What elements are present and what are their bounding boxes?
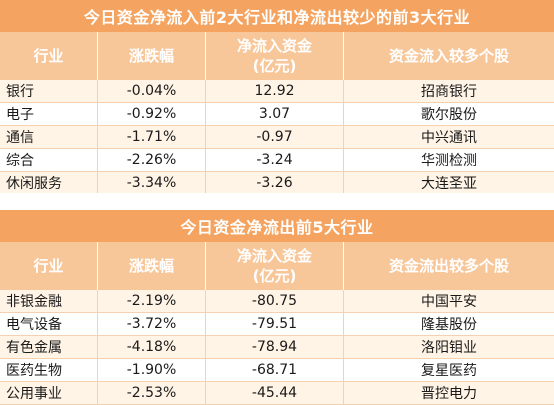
outflow-table: 今日资金净流出前5大行业 行业 涨跌幅 净流入资金 (亿元) 资金流出较多个股 …	[0, 210, 554, 405]
cell-change: -4.18%	[98, 336, 206, 359]
table-row: 医药生物 -1.90% -68.71 复星医药	[0, 359, 554, 382]
inflow-table-header: 行业 涨跌幅 净流入资金 (亿元) 资金流入较多个股	[0, 32, 554, 80]
header-flow-line2: (亿元)	[252, 267, 297, 285]
header-flow: 净流入资金 (亿元)	[206, 32, 344, 80]
cell-industry: 电气设备	[0, 313, 98, 336]
header-flow-line1: 净流入资金	[236, 247, 312, 265]
inflow-table: 今日资金净流入前2大行业和净流出较少的前3大行业 行业 涨跌幅 净流入资金 (亿…	[0, 0, 554, 195]
cell-stock: 隆基股份	[344, 313, 554, 336]
table-row: 电气设备 -3.72% -79.51 隆基股份	[0, 313, 554, 336]
inflow-table-body: 银行 -0.04% 12.92 招商银行 电子 -0.92% 3.07 歌尔股份…	[0, 80, 554, 195]
cell-stock: 晋控电力	[344, 382, 554, 405]
table-row: 综合 -2.26% -3.24 华测检测	[0, 149, 554, 172]
cell-industry: 综合	[0, 149, 98, 172]
cell-flow: 12.92	[206, 80, 344, 103]
cell-change: -1.71%	[98, 126, 206, 149]
cell-stock: 大连圣亚	[344, 172, 554, 195]
table-row: 通信 -1.71% -0.97 中兴通讯	[0, 126, 554, 149]
cell-stock: 中国平安	[344, 290, 554, 313]
cell-stock: 复星医药	[344, 359, 554, 382]
table-gap	[0, 193, 554, 210]
cell-industry: 医药生物	[0, 359, 98, 382]
header-flow: 净流入资金 (亿元)	[206, 242, 344, 290]
cell-change: -3.72%	[98, 313, 206, 336]
cell-industry: 银行	[0, 80, 98, 103]
cell-industry: 电子	[0, 103, 98, 126]
cell-stock: 华测检测	[344, 149, 554, 172]
table-row: 公用事业 -2.53% -45.44 晋控电力	[0, 382, 554, 405]
cell-change: -3.34%	[98, 172, 206, 195]
cell-flow: -0.97	[206, 126, 344, 149]
header-change: 涨跌幅	[98, 242, 206, 290]
header-industry: 行业	[0, 242, 98, 290]
cell-change: -1.90%	[98, 359, 206, 382]
header-stock: 资金流入较多个股	[388, 47, 509, 65]
table-row: 非银金融 -2.19% -80.75 中国平安	[0, 290, 554, 313]
cell-flow: 3.07	[206, 103, 344, 126]
table-row: 有色金属 -4.18% -78.94 洛阳钼业	[0, 336, 554, 359]
cell-flow: -80.75	[206, 290, 344, 313]
cell-change: -2.19%	[98, 290, 206, 313]
header-stock: 资金流出较多个股	[388, 257, 509, 275]
header-flow-line2: (亿元)	[252, 57, 297, 75]
cell-flow: -45.44	[206, 382, 344, 405]
cell-flow: -3.24	[206, 149, 344, 172]
outflow-table-header: 行业 涨跌幅 净流入资金 (亿元) 资金流出较多个股	[0, 242, 554, 290]
inflow-table-title: 今日资金净流入前2大行业和净流出较少的前3大行业	[0, 0, 554, 32]
cell-flow: -79.51	[206, 313, 344, 336]
cell-change: -2.26%	[98, 149, 206, 172]
cell-industry: 公用事业	[0, 382, 98, 405]
cell-flow: -68.71	[206, 359, 344, 382]
cell-stock: 招商银行	[344, 80, 554, 103]
cell-industry: 休闲服务	[0, 172, 98, 195]
cell-flow: -78.94	[206, 336, 344, 359]
cell-flow: -3.26	[206, 172, 344, 195]
cell-industry: 有色金属	[0, 336, 98, 359]
outflow-table-body: 非银金融 -2.19% -80.75 中国平安 电气设备 -3.72% -79.…	[0, 290, 554, 405]
table-row: 银行 -0.04% 12.92 招商银行	[0, 80, 554, 103]
header-industry: 行业	[0, 32, 98, 80]
cell-change: -0.92%	[98, 103, 206, 126]
cell-stock: 洛阳钼业	[344, 336, 554, 359]
cell-change: -2.53%	[98, 382, 206, 405]
cell-stock: 中兴通讯	[344, 126, 554, 149]
header-flow-line1: 净流入资金	[236, 37, 312, 55]
table-row: 电子 -0.92% 3.07 歌尔股份	[0, 103, 554, 126]
header-change: 涨跌幅	[98, 32, 206, 80]
outflow-table-title: 今日资金净流出前5大行业	[0, 210, 554, 242]
cell-stock: 歌尔股份	[344, 103, 554, 126]
cell-industry: 通信	[0, 126, 98, 149]
cell-change: -0.04%	[98, 80, 206, 103]
table-row: 休闲服务 -3.34% -3.26 大连圣亚	[0, 172, 554, 195]
cell-industry: 非银金融	[0, 290, 98, 313]
